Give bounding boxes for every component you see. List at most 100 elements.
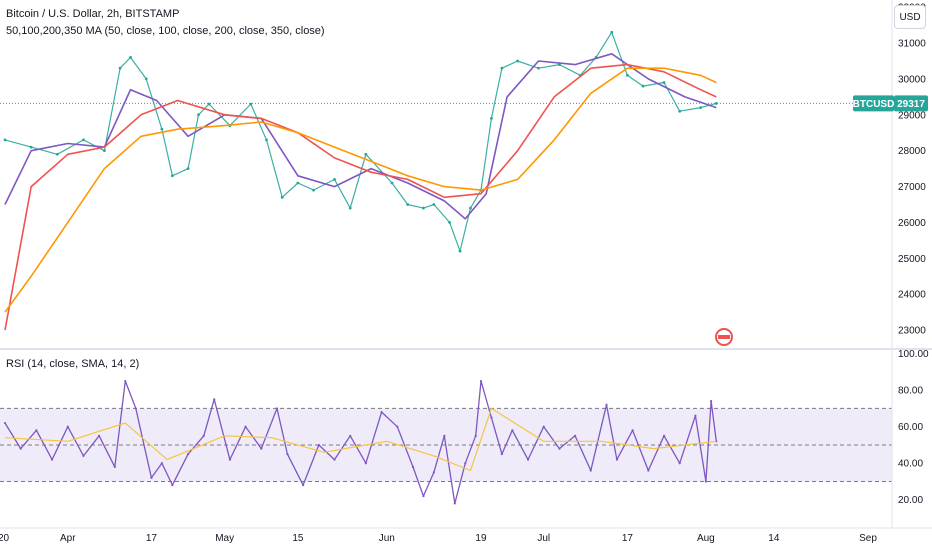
price-point xyxy=(364,152,368,156)
rsi-legend: RSI (14, close, SMA, 14, 2) xyxy=(6,358,140,370)
price-line xyxy=(4,31,717,252)
rsi-point xyxy=(615,458,619,461)
ma-200-line xyxy=(4,67,717,313)
rsi-point xyxy=(694,414,697,417)
rsi-tick-label: 80.00 xyxy=(898,386,923,397)
rsi-point xyxy=(574,434,577,437)
rsi-point xyxy=(526,458,530,461)
ticker-badge-label: BTCUSD xyxy=(853,99,895,110)
rsi-point xyxy=(631,429,634,432)
price-point xyxy=(422,206,425,210)
price-tick-label: 30000 xyxy=(898,74,926,85)
rsi-point xyxy=(662,434,666,437)
rsi-point xyxy=(19,447,22,450)
event-flag-icon-bar xyxy=(718,335,730,339)
time-tick-label: 14 xyxy=(768,533,780,544)
price-point xyxy=(469,206,472,210)
price-point xyxy=(118,66,122,70)
last-price-badge xyxy=(894,95,928,112)
rsi-point xyxy=(464,462,467,465)
price-point xyxy=(55,152,59,156)
rsi-tick-label: 60.00 xyxy=(898,422,923,433)
rsi-point xyxy=(511,429,514,432)
rsi-ma-line xyxy=(4,407,717,472)
ma-50-line xyxy=(4,52,717,220)
price-point xyxy=(699,106,703,110)
currency-button[interactable]: USD xyxy=(894,5,926,29)
rsi-point xyxy=(134,407,137,410)
price-tick-label: 26000 xyxy=(898,218,926,229)
price-point xyxy=(448,221,451,224)
price-point xyxy=(406,203,410,206)
price-point xyxy=(29,145,33,149)
rsi-point xyxy=(98,434,101,437)
price-tick-label: 28000 xyxy=(898,146,926,157)
rsi-point xyxy=(704,480,707,483)
time-tick-label: Jun xyxy=(379,533,395,544)
rsi-point xyxy=(302,484,305,487)
price-point xyxy=(3,138,7,142)
rsi-point xyxy=(35,429,38,432)
price-tick-label: 24000 xyxy=(898,290,926,301)
time-tick-label: May xyxy=(215,533,234,544)
price-point xyxy=(432,203,436,206)
price-point xyxy=(265,138,268,142)
ma-100-line xyxy=(4,63,717,331)
rsi-point xyxy=(396,425,399,428)
rsi-point xyxy=(364,462,367,465)
rsi-point xyxy=(709,400,713,403)
price-tick-label: 23000 xyxy=(898,326,926,337)
rsi-point xyxy=(150,476,153,479)
rsi-point xyxy=(422,494,425,498)
rsi-point xyxy=(171,484,174,487)
price-point xyxy=(641,84,645,88)
rsi-point xyxy=(113,465,116,468)
rsi-point xyxy=(500,452,503,456)
price-point xyxy=(626,73,629,77)
rsi-point xyxy=(213,398,216,401)
price-tick-label: 29000 xyxy=(898,110,926,121)
rsi-point xyxy=(349,434,352,437)
rsi-point xyxy=(317,443,320,447)
price-point xyxy=(296,181,300,185)
rsi-point xyxy=(432,471,435,474)
rsi-point xyxy=(160,462,164,465)
time-tick-label: Aug xyxy=(697,533,715,544)
price-point xyxy=(458,249,462,253)
rsi-point xyxy=(82,454,85,458)
rsi-tick-label: 20.00 xyxy=(898,495,923,506)
rsi-point xyxy=(3,421,7,425)
time-tick-label: 15 xyxy=(292,533,304,544)
time-tick-label: 17 xyxy=(146,533,158,544)
price-point xyxy=(537,66,540,70)
rsi-point xyxy=(490,416,493,419)
rsi-point xyxy=(260,447,263,450)
rsi-point xyxy=(275,407,279,410)
rsi-point xyxy=(443,434,446,437)
price-point xyxy=(186,167,190,171)
rsi-point xyxy=(542,425,545,428)
rsi-point xyxy=(244,425,247,428)
last-price-label: 29317 xyxy=(897,99,925,110)
price-point xyxy=(348,206,352,210)
rsi-point xyxy=(453,502,456,505)
price-point xyxy=(490,116,493,120)
price-point xyxy=(102,149,106,153)
price-point xyxy=(129,56,132,59)
price-point xyxy=(197,113,200,117)
rsi-point xyxy=(474,434,477,437)
price-point xyxy=(662,81,666,84)
time-tick-label: Jul xyxy=(537,533,550,544)
time-tick-label: Apr xyxy=(60,533,76,544)
price-point xyxy=(714,102,718,105)
rsi-tick-label: 100.00 xyxy=(898,349,929,360)
price-point xyxy=(249,102,253,106)
rsi-point xyxy=(333,458,336,461)
price-point xyxy=(160,127,164,131)
price-point xyxy=(500,66,504,70)
time-tick-label: 17 xyxy=(622,533,634,544)
rsi-point xyxy=(605,403,608,406)
rsi-point xyxy=(202,434,205,437)
time-tick-label: Sep xyxy=(859,533,877,544)
